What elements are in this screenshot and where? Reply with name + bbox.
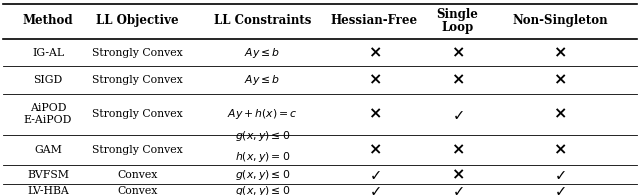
Text: BVFSM: BVFSM [27,169,69,180]
Text: $\boldsymbol{\times}$: $\boldsymbol{\times}$ [368,142,381,157]
Text: $g(x,y) \leq 0$: $g(x,y) \leq 0$ [235,129,290,143]
Text: $Ay \leq b$: $Ay \leq b$ [244,73,280,87]
Text: IG-AL: IG-AL [32,48,64,58]
Text: $\checkmark$: $\checkmark$ [554,183,566,195]
Text: LV-HBA: LV-HBA [27,186,69,195]
Text: Strongly Convex: Strongly Convex [92,145,183,155]
Text: $\boldsymbol{\times}$: $\boldsymbol{\times}$ [451,45,464,60]
Text: $g(x,y) \leq 0$: $g(x,y) \leq 0$ [235,184,290,195]
Text: $\boldsymbol{\times}$: $\boldsymbol{\times}$ [554,45,566,60]
Text: $\boldsymbol{\times}$: $\boldsymbol{\times}$ [451,73,464,87]
Text: Strongly Convex: Strongly Convex [92,75,183,85]
Text: $\boldsymbol{\times}$: $\boldsymbol{\times}$ [368,107,381,121]
Text: $h(x,y) = 0$: $h(x,y) = 0$ [235,151,290,164]
Text: $\boldsymbol{\times}$: $\boldsymbol{\times}$ [554,73,566,87]
Text: Hessian-Free: Hessian-Free [331,14,418,27]
Text: Strongly Convex: Strongly Convex [92,48,183,58]
Text: $\boldsymbol{\times}$: $\boldsymbol{\times}$ [368,73,381,87]
Text: $\checkmark$: $\checkmark$ [452,107,463,121]
Text: Non-Singleton: Non-Singleton [512,14,608,27]
Text: AiPOD
E-AiPOD: AiPOD E-AiPOD [24,103,72,125]
Text: LL Objective: LL Objective [96,14,179,27]
Text: $\checkmark$: $\checkmark$ [369,167,380,182]
Text: $\boldsymbol{\times}$: $\boldsymbol{\times}$ [554,142,566,157]
Text: $\boldsymbol{\times}$: $\boldsymbol{\times}$ [368,45,381,60]
Text: $\boldsymbol{\times}$: $\boldsymbol{\times}$ [451,167,464,182]
Text: Strongly Convex: Strongly Convex [92,109,183,119]
Text: SIGD: SIGD [33,75,63,85]
Text: $\boldsymbol{\times}$: $\boldsymbol{\times}$ [451,142,464,157]
Text: $g(x,y) \leq 0$: $g(x,y) \leq 0$ [235,168,290,182]
Text: Method: Method [22,14,74,27]
Text: $\checkmark$: $\checkmark$ [369,183,380,195]
Text: Convex: Convex [117,186,158,195]
Text: Single: Single [436,8,479,21]
Text: $Ay \leq b$: $Ay \leq b$ [244,46,280,60]
Text: LL Constraints: LL Constraints [214,14,311,27]
Text: Convex: Convex [117,169,158,180]
Text: Loop: Loop [442,21,474,34]
Text: $\checkmark$: $\checkmark$ [554,167,566,182]
Text: GAM: GAM [34,145,62,155]
Text: $\checkmark$: $\checkmark$ [452,183,463,195]
Text: $\boldsymbol{\times}$: $\boldsymbol{\times}$ [554,107,566,121]
Text: $Ay + h(x) = c$: $Ay + h(x) = c$ [227,107,298,121]
